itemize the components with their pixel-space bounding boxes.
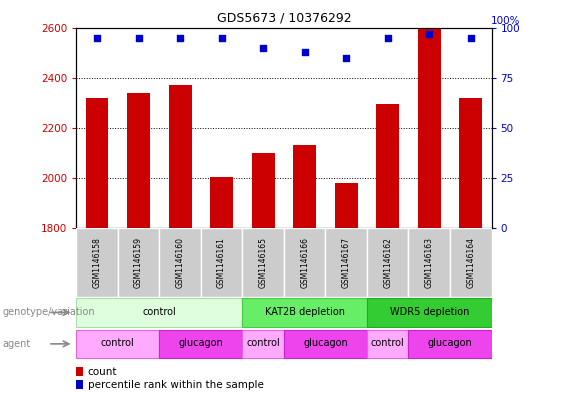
Bar xyxy=(159,228,201,297)
Text: GSM1146161: GSM1146161 xyxy=(217,237,226,288)
Text: GSM1146164: GSM1146164 xyxy=(466,237,475,288)
Text: WDR5 depletion: WDR5 depletion xyxy=(390,307,469,317)
Point xyxy=(300,48,309,55)
Point xyxy=(93,35,102,41)
Bar xyxy=(284,228,325,297)
Bar xyxy=(242,298,367,327)
Bar xyxy=(293,145,316,228)
Bar xyxy=(242,330,284,358)
Bar xyxy=(242,228,284,297)
Text: control: control xyxy=(101,338,134,348)
Bar xyxy=(169,85,192,228)
Bar xyxy=(76,298,242,327)
Bar xyxy=(159,330,242,358)
Text: control: control xyxy=(246,338,280,348)
Text: control: control xyxy=(142,307,176,317)
Text: GSM1146167: GSM1146167 xyxy=(342,237,351,288)
Text: GSM1146163: GSM1146163 xyxy=(425,237,434,288)
Text: count: count xyxy=(88,367,117,377)
Bar xyxy=(76,330,159,358)
Bar xyxy=(252,153,275,228)
Text: GSM1146165: GSM1146165 xyxy=(259,237,268,288)
Bar xyxy=(367,330,408,358)
Text: KAT2B depletion: KAT2B depletion xyxy=(264,307,345,317)
Point xyxy=(217,35,226,41)
Point xyxy=(134,35,143,41)
Bar xyxy=(335,183,358,228)
Bar xyxy=(76,228,118,297)
Bar xyxy=(450,228,492,297)
Bar xyxy=(325,228,367,297)
Title: GDS5673 / 10376292: GDS5673 / 10376292 xyxy=(216,12,351,25)
Bar xyxy=(408,330,492,358)
Text: GSM1146162: GSM1146162 xyxy=(383,237,392,288)
Bar xyxy=(284,330,367,358)
Point xyxy=(425,30,434,37)
Bar xyxy=(408,228,450,297)
Bar xyxy=(118,228,159,297)
Text: glucagon: glucagon xyxy=(428,338,472,348)
Bar xyxy=(367,298,492,327)
Bar xyxy=(86,97,108,228)
Text: genotype/variation: genotype/variation xyxy=(3,307,95,318)
Bar xyxy=(210,176,233,228)
Bar xyxy=(367,228,408,297)
Text: 100%: 100% xyxy=(491,15,520,26)
Text: glucagon: glucagon xyxy=(179,338,223,348)
Bar xyxy=(376,104,399,228)
Text: GSM1146166: GSM1146166 xyxy=(300,237,309,288)
Bar xyxy=(127,93,150,228)
Text: percentile rank within the sample: percentile rank within the sample xyxy=(88,380,263,390)
Text: glucagon: glucagon xyxy=(303,338,348,348)
Bar xyxy=(418,29,441,228)
Text: agent: agent xyxy=(3,339,31,349)
Point xyxy=(259,44,268,51)
Point xyxy=(466,35,475,41)
Point xyxy=(383,35,392,41)
Text: GSM1146160: GSM1146160 xyxy=(176,237,185,288)
Text: control: control xyxy=(371,338,405,348)
Bar xyxy=(201,228,242,297)
Point xyxy=(342,55,351,61)
Text: GSM1146158: GSM1146158 xyxy=(93,237,102,288)
Text: GSM1146159: GSM1146159 xyxy=(134,237,143,288)
Point xyxy=(176,35,185,41)
Bar xyxy=(459,97,482,228)
